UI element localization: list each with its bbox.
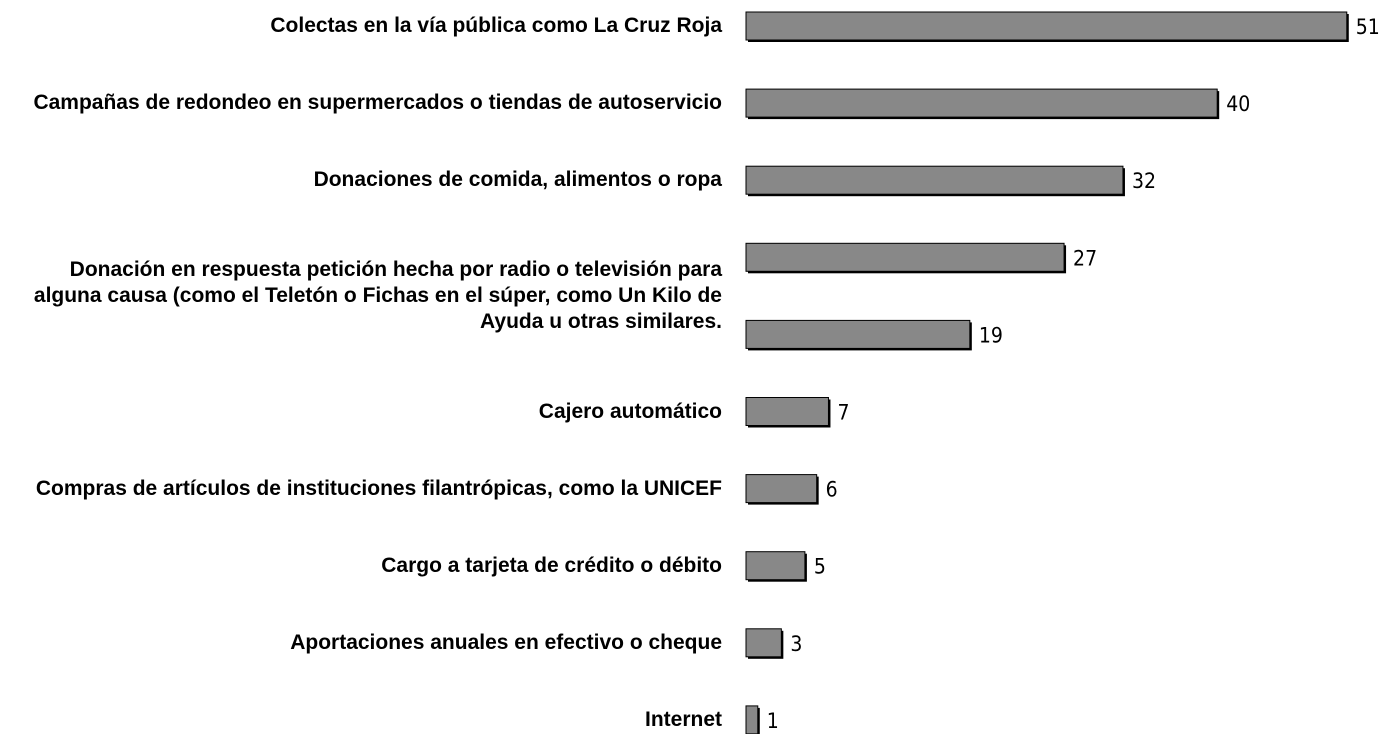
value-label: 7 (837, 401, 849, 425)
value-label: 19 (979, 323, 1003, 347)
category-label: Cajero automático (538, 399, 722, 423)
value-label: 51 (1356, 15, 1380, 39)
category-label: Donaciones de comida, alimentos o ropa (313, 168, 722, 192)
bar (745, 474, 818, 504)
bar (745, 319, 971, 349)
bar (745, 242, 1065, 272)
bar (745, 165, 1124, 195)
value-label: 3 (790, 632, 802, 656)
value-label: 6 (826, 478, 838, 502)
category-label: Compras de artículos de instituciones fi… (35, 476, 722, 500)
category-label: Donación en respuesta petición hecha por… (33, 257, 722, 333)
category-label: Internet (644, 707, 722, 731)
value-label: 40 (1226, 92, 1250, 116)
category-label: Campañas de redondeo en supermercados o … (33, 91, 722, 115)
bar (745, 11, 1348, 41)
bar (745, 88, 1218, 118)
bar (745, 705, 759, 734)
value-label: 5 (814, 555, 826, 579)
category-label: Colectas en la vía pública como La Cruz … (270, 14, 722, 37)
category-label: Aportaciones anuales en efectivo o chequ… (290, 630, 722, 654)
bar (745, 551, 806, 581)
value-label: 27 (1073, 246, 1097, 270)
category-label: Cargo a tarjeta de crédito o débito (381, 553, 722, 577)
value-label: 32 (1132, 169, 1156, 193)
value-label: 1 (767, 709, 779, 733)
bar (745, 397, 829, 426)
bar (745, 628, 782, 658)
